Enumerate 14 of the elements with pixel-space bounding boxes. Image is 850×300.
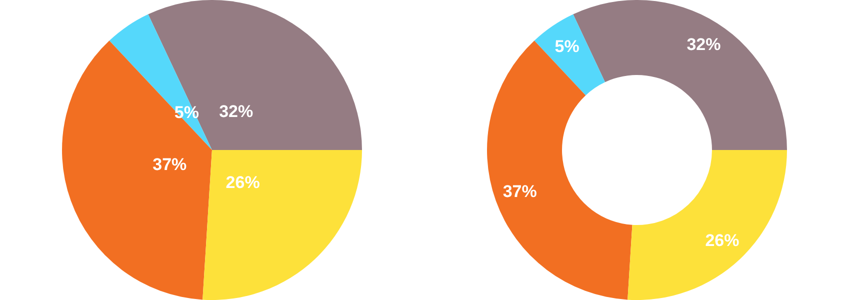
donut-slice: [534, 14, 606, 96]
pie-slice: [109, 14, 212, 150]
data-label: 26%: [226, 172, 260, 192]
donut-slice: [628, 150, 787, 300]
pie-slice: [202, 150, 362, 300]
donut-slice: [487, 40, 632, 300]
data-label: 5%: [554, 37, 580, 56]
data-label: 26%: [705, 230, 740, 250]
data-label: 37%: [152, 155, 187, 174]
pie-slice: [148, 0, 362, 150]
data-label: 32%: [686, 34, 721, 54]
data-label: 37%: [502, 182, 537, 202]
data-label: 32%: [219, 102, 254, 122]
pie-slice: [62, 40, 212, 300]
